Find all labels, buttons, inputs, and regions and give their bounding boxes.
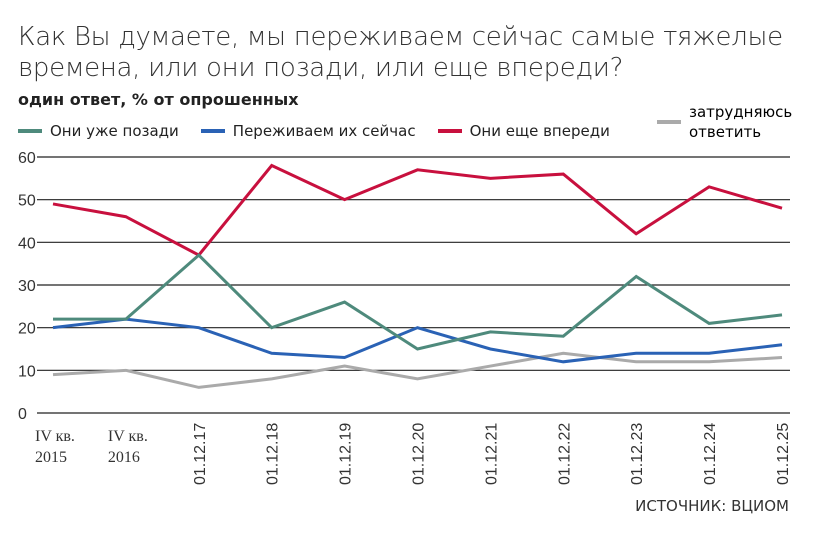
chart-subtitle: один ответ, % от опрошенных [18, 90, 299, 109]
y-tick-label: 60 [18, 150, 36, 167]
x-tick-label: 01.12.18 [265, 423, 282, 485]
series-line [53, 253, 783, 351]
legend: Они уже позади Переживаем их сейчас Они … [18, 122, 632, 140]
source-note: ИСТОЧНИК: ВЦИОМ [635, 497, 789, 515]
x-tick-label: 01.12.24 [702, 423, 719, 485]
y-tick-label: 30 [18, 278, 36, 295]
legend-label: Они еще впереди [469, 122, 610, 140]
legend-item: затрудняюсь ответить [657, 102, 799, 142]
x-tick-label: 01.12.22 [556, 423, 573, 485]
x-tick-label: IV кв. [108, 428, 148, 445]
legend-label: Они уже позади [50, 122, 179, 140]
series-line [52, 163, 783, 258]
legend-swatch [200, 129, 225, 133]
chart-title: Как Вы думаете, мы переживаем сейчас сам… [18, 22, 783, 83]
x-tick-label: 01.12.25 [775, 423, 792, 485]
y-tick-label: 40 [18, 235, 36, 252]
y-tick-label: 10 [18, 363, 36, 380]
legend-item: Переживаем их сейчас [200, 122, 416, 140]
legend-label: Переживаем их сейчас [232, 122, 416, 140]
legend-swatch [18, 129, 42, 133]
x-tick-label: 2015 [35, 449, 67, 466]
legend-swatch [437, 129, 462, 133]
legend-item: Они еще впереди [437, 122, 610, 140]
x-tick-label: 01.12.23 [629, 423, 646, 485]
x-tick-label: 01.12.19 [338, 423, 355, 485]
x-tick-label: 01.12.17 [192, 423, 209, 485]
x-tick-label: 01.12.21 [483, 423, 500, 485]
y-tick-label: 50 [18, 193, 36, 210]
series-line [52, 317, 783, 364]
x-tick-label: 2016 [108, 449, 140, 466]
legend-swatch [657, 120, 681, 124]
y-tick-label: 20 [18, 321, 36, 338]
y-tick-label: 0 [18, 406, 27, 423]
legend-label: затрудняюсь ответить [689, 103, 793, 141]
x-tick-label: 01.12.20 [411, 423, 428, 485]
x-tick-label: IV кв. [35, 428, 75, 445]
legend-item: Они уже позади [18, 122, 179, 140]
